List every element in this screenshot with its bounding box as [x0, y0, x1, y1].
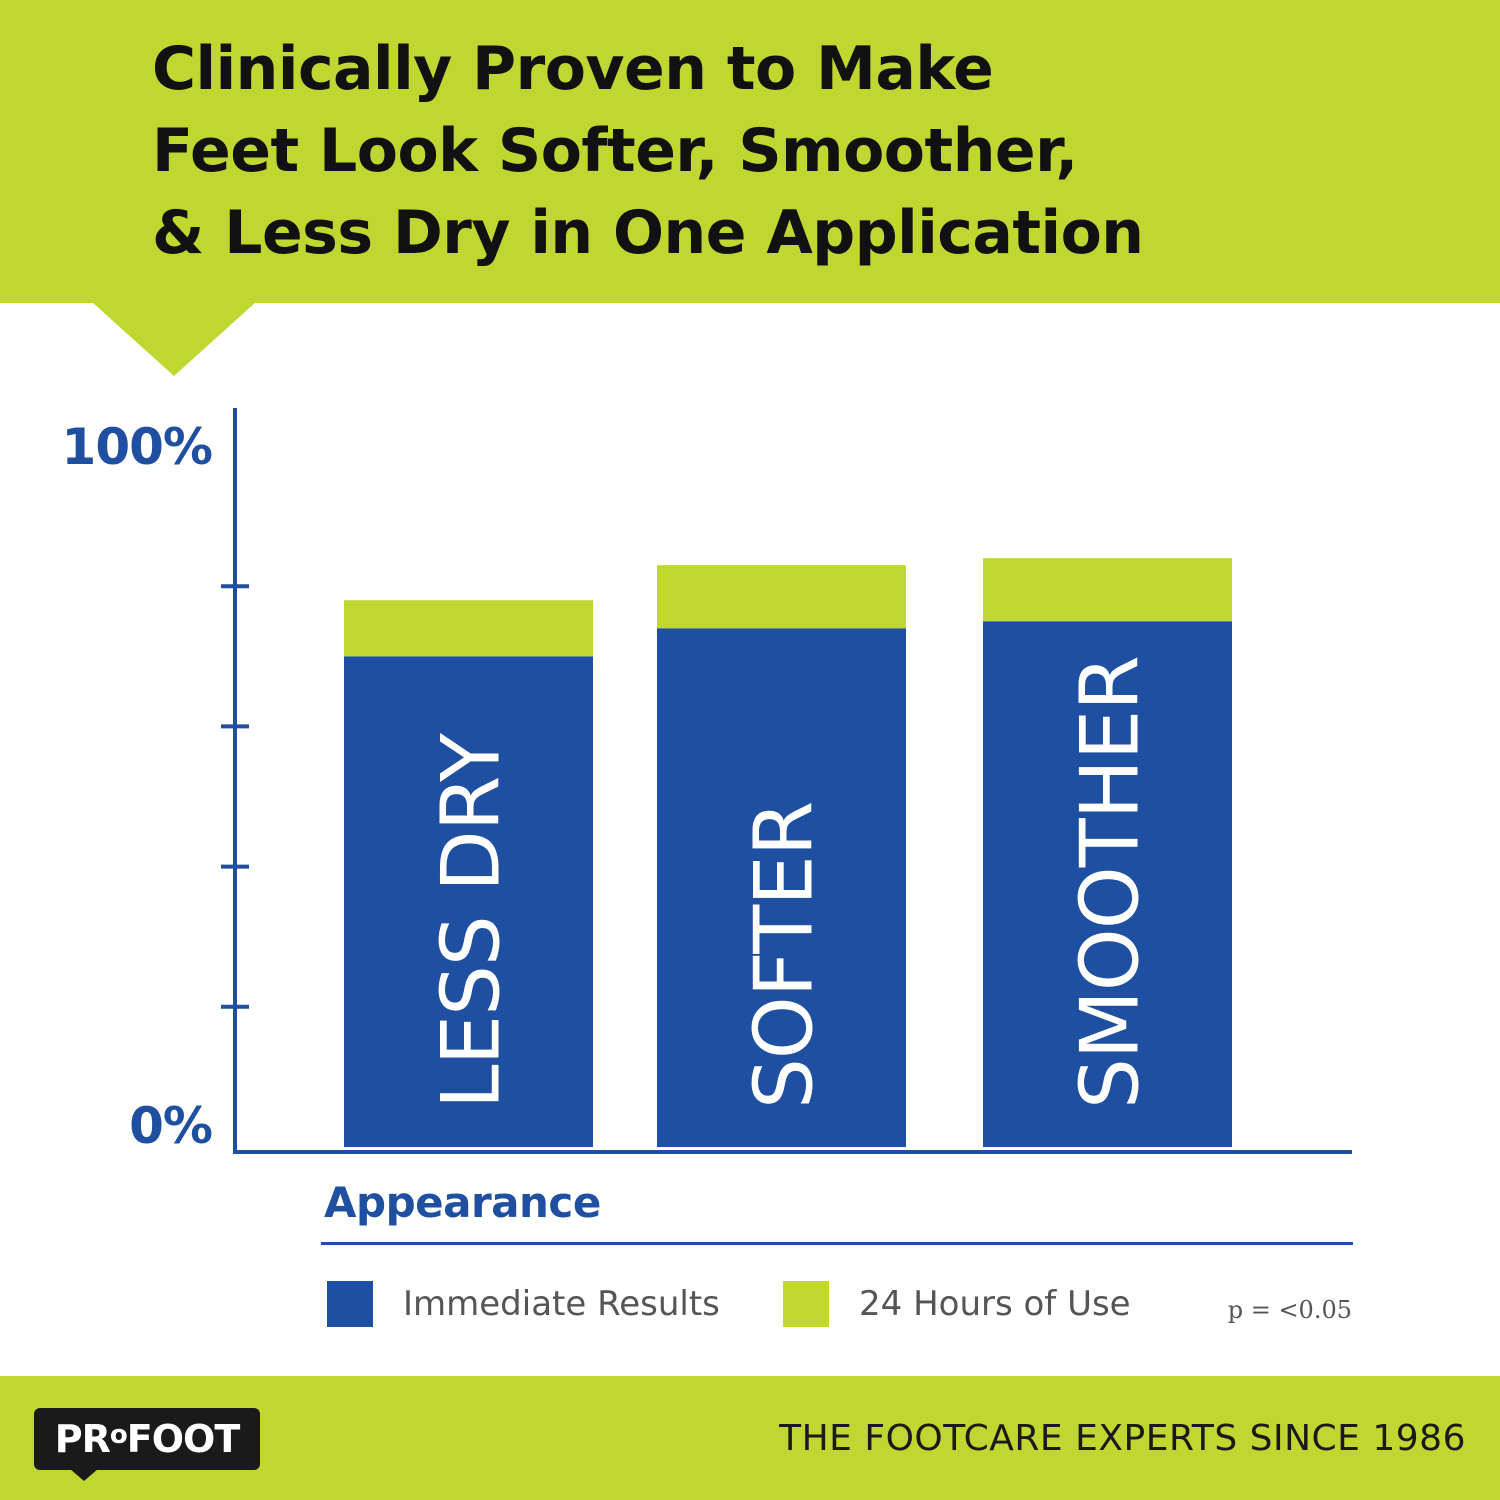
headline: Clinically Proven to Make Feet Look Soft… [152, 28, 1452, 274]
bar-softer-24h [657, 565, 906, 629]
logo-speech-tail [70, 1469, 98, 1481]
bar-label-less-dry: LESS DRY [425, 732, 518, 1109]
x-axis-label-rule [321, 1242, 1353, 1245]
y-tick-label-0: 0% [129, 1097, 212, 1155]
p-value-annotation: p = <0.05 [1227, 1296, 1352, 1324]
x-axis-label: Appearance [324, 1178, 601, 1227]
headline-line-3: & Less Dry in One Application [152, 198, 1144, 268]
bar-smoother-immediate [983, 621, 1232, 1147]
bar-less-dry-immediate [344, 656, 593, 1147]
bar-smoother-24h [983, 558, 1232, 622]
legend-label-24h: 24 Hours of Use [859, 1284, 1131, 1324]
legend-item-immediate: Immediate Results [327, 1280, 720, 1328]
footer-tagline: THE FOOTCARE EXPERTS SINCE 1986 [779, 1418, 1466, 1459]
top-banner [0, 0, 1500, 303]
banner-pointer [92, 302, 256, 376]
legend-swatch-immediate [327, 1281, 373, 1327]
headline-line-1: Clinically Proven to Make [152, 34, 994, 104]
headline-line-2: Feet Look Softer, Smoother, [152, 116, 1078, 186]
legend-item-24h: 24 Hours of Use [783, 1280, 1131, 1328]
legend-swatch-24h [783, 1281, 829, 1327]
bar-chart: 0% 100% LESS DRY SOFTER SMOOTHER [62, 408, 1352, 1155]
profoot-logo: PR o FOOT [34, 1408, 260, 1470]
bar-label-smoother: SMOOTHER [1064, 656, 1157, 1109]
bar-less-dry-24h [344, 600, 593, 657]
bar-softer-immediate [657, 628, 906, 1147]
legend-label-immediate: Immediate Results [403, 1284, 720, 1324]
bar-label-softer: SOFTER [738, 802, 831, 1109]
y-tick-label-100: 100% [62, 418, 212, 476]
